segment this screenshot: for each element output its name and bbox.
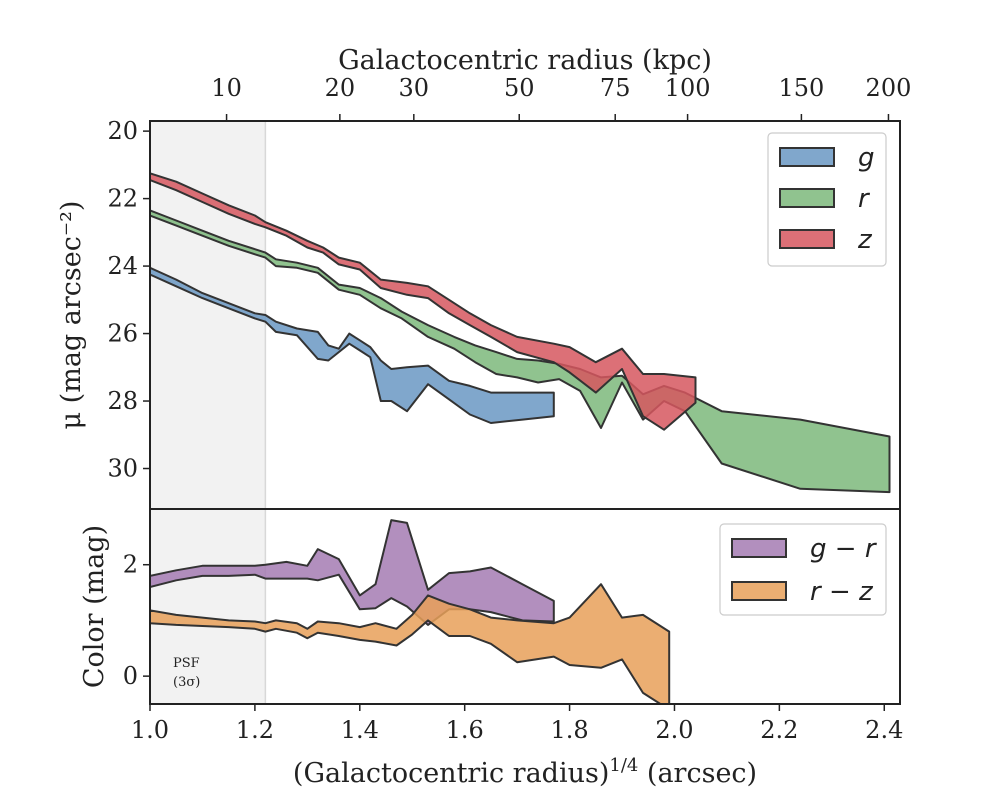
top-legend-label-0: g	[858, 143, 875, 173]
top-legend-swatch-0	[779, 147, 835, 167]
top-legend-label-1: r	[858, 184, 871, 214]
top-legend: grz	[767, 132, 887, 267]
kpc-tick-label-30: 30	[399, 74, 430, 102]
kpc-tick-label-20: 20	[325, 74, 356, 102]
kpc-tick-label-75: 75	[600, 74, 631, 102]
series-g-area	[150, 266, 555, 424]
series-g	[150, 266, 555, 424]
series-z	[150, 172, 697, 431]
bottom-x-axis-label: (Galactocentric radius)1/4 (arcsec)	[293, 755, 757, 789]
series-r	[150, 209, 891, 494]
xtick-label-1.0: 1.0	[131, 716, 169, 744]
series-rz	[150, 583, 671, 704]
bottom-legend-swatch-1	[731, 581, 787, 601]
xtick-label-1.6: 1.6	[446, 716, 484, 744]
kpc-tick-label-100: 100	[665, 74, 711, 102]
ytick-label-bottom-2: 2	[123, 551, 138, 579]
top-y-axis-label: μ (mag arcsec⁻²)	[56, 201, 87, 430]
bottom-legend-swatch-0	[731, 538, 787, 558]
top-legend-swatch-2	[779, 229, 835, 249]
kpc-tick-label-10: 10	[211, 74, 242, 102]
series-gr-area	[150, 519, 555, 626]
kpc-tick-label-50: 50	[504, 74, 535, 102]
top-x-axis-label: Galactocentric radius (kpc)	[338, 45, 712, 76]
bottom-y-axis-label: Color (mag)	[79, 525, 110, 688]
xtick-label-2.0: 2.0	[655, 716, 693, 744]
kpc-tick-label-150: 150	[778, 74, 824, 102]
psf-annotation-line2: (3σ)	[173, 675, 200, 690]
series-z-area	[150, 172, 697, 431]
bottom-legend-label-0: g − r	[810, 534, 878, 564]
xtick-label-1.2: 1.2	[236, 716, 274, 744]
ytick-label-top-30: 30	[107, 455, 138, 483]
ytick-label-top-26: 26	[107, 320, 138, 348]
bottom-panel-frame	[149, 508, 901, 705]
top-legend-swatch-1	[779, 188, 835, 208]
series-gr	[150, 519, 555, 626]
ytick-label-top-24: 24	[107, 252, 138, 280]
bottom-legend-label-1: r − z	[810, 577, 874, 607]
bottom-legend: g − r r − z	[719, 523, 887, 616]
xtick-label-2.2: 2.2	[760, 716, 798, 744]
ytick-label-top-28: 28	[107, 387, 138, 415]
kpc-tick-label-200: 200	[866, 74, 912, 102]
series-r-area	[150, 209, 891, 494]
xtick-label-2.4: 2.4	[865, 716, 903, 744]
ytick-label-top-20: 20	[107, 117, 138, 145]
series-rz-area	[150, 583, 671, 704]
psf-shaded-region-bottom	[150, 509, 266, 704]
top-legend-label-2: z	[857, 225, 873, 255]
xtick-label-1.8: 1.8	[550, 716, 588, 744]
xtick-label-1.4: 1.4	[341, 716, 379, 744]
ytick-label-bottom-0: 0	[123, 662, 138, 690]
psf-annotation-line1: PSF	[173, 656, 200, 671]
ytick-label-top-22: 22	[107, 185, 138, 213]
